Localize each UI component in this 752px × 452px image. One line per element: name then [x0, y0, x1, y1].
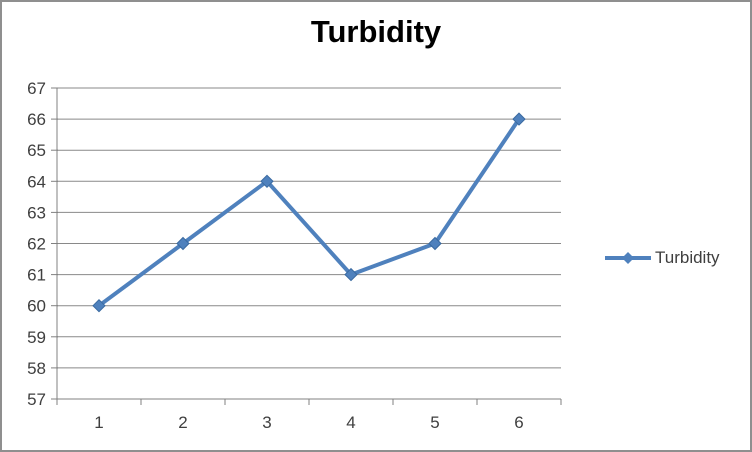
- y-tick-label: 60: [27, 297, 46, 316]
- x-tick-label: 6: [514, 413, 523, 432]
- y-tick-label: 63: [27, 203, 46, 222]
- y-tick-label: 66: [27, 110, 46, 129]
- data-point-marker: [92, 298, 106, 313]
- y-tick-label: 59: [27, 328, 46, 347]
- series-line: [97, 117, 521, 308]
- legend-diamond-marker-icon: [622, 252, 634, 264]
- y-tick-label: 65: [27, 141, 46, 160]
- legend-label: Turbidity: [655, 248, 720, 267]
- x-tick-label: 2: [178, 413, 187, 432]
- y-tick-label: 64: [27, 172, 46, 191]
- data-point-marker: [260, 174, 274, 189]
- x-tick-label: 1: [94, 413, 103, 432]
- y-tick-label: 61: [27, 266, 46, 285]
- y-tick-label: 67: [27, 79, 46, 98]
- y-tick-label: 58: [27, 359, 46, 378]
- legend: Turbidity: [604, 246, 720, 270]
- y-tick-label: 62: [27, 235, 46, 254]
- x-tick-label: 4: [346, 413, 355, 432]
- data-point-marker: [512, 112, 526, 126]
- data-point-marker: [344, 267, 358, 282]
- legend-line-marker-icon: [605, 252, 651, 264]
- data-point-marker: [428, 236, 442, 251]
- y-tick-label: 57: [27, 390, 46, 409]
- data-point-marker: [176, 236, 190, 251]
- x-tick-label: 5: [430, 413, 439, 432]
- chart-title: Turbidity: [310, 14, 442, 49]
- x-tick-label: 3: [262, 413, 271, 432]
